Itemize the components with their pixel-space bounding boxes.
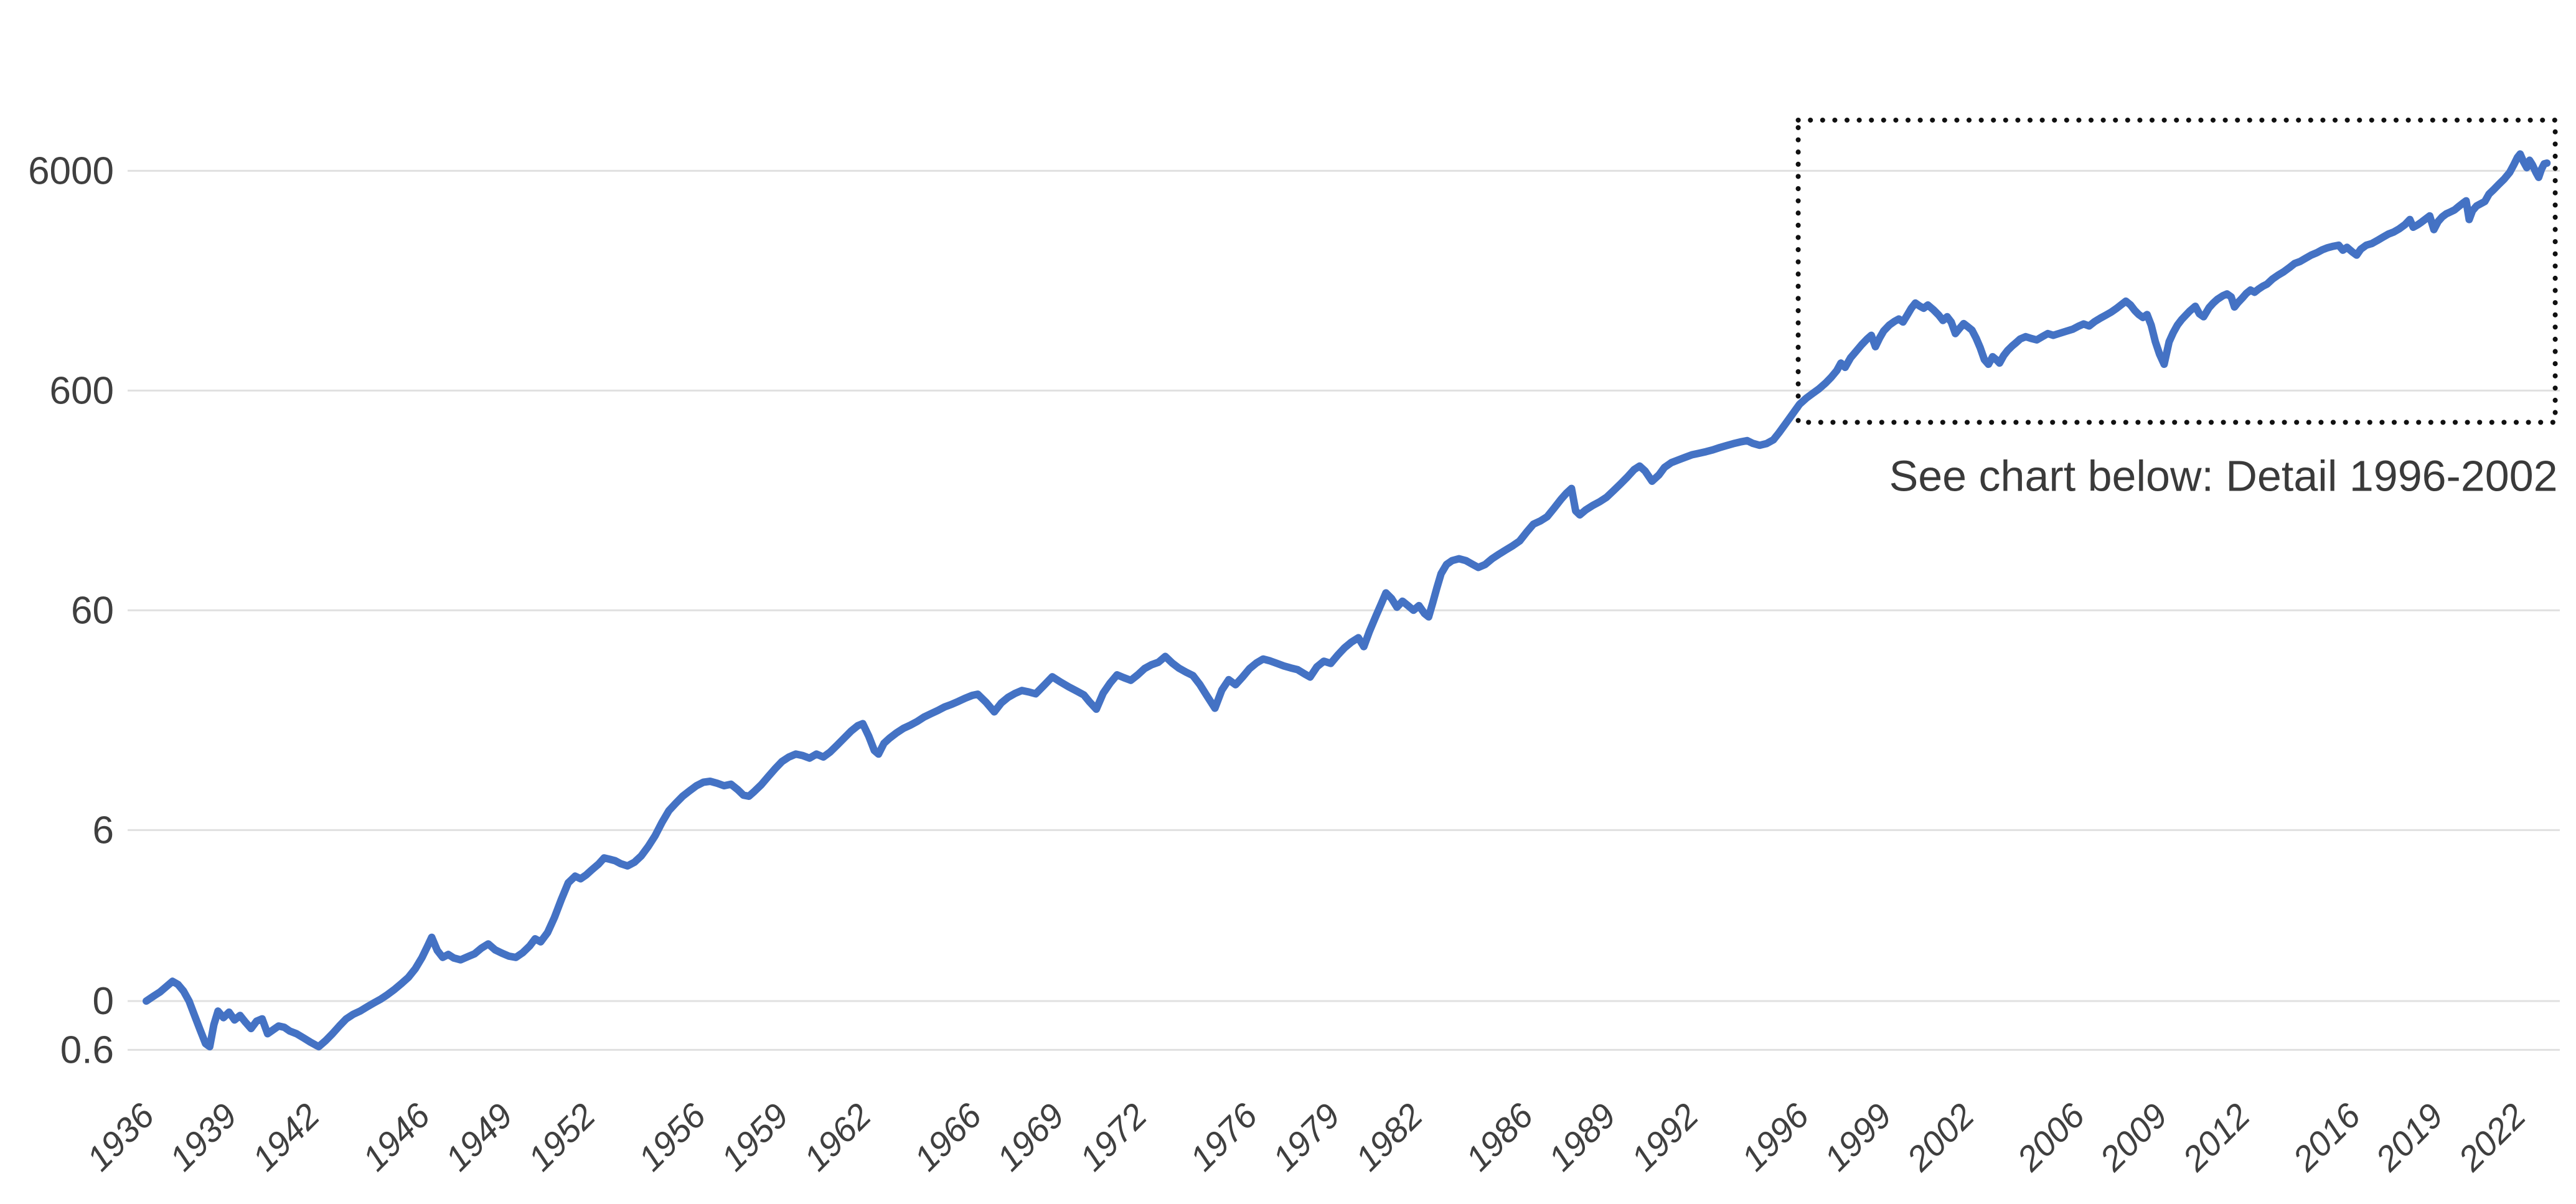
x-axis-tick-label: 2012 (2174, 1096, 2257, 1178)
x-axis-tick-label: 1979 (1265, 1096, 1348, 1178)
x-axis-tick-label: 2022 (2450, 1096, 2533, 1178)
y-axis-tick-label: 6000 (28, 149, 114, 192)
x-axis-tick-label: 1992 (1624, 1096, 1706, 1178)
annotation-label: See chart below: Detail 1996-2002 (1889, 451, 2558, 500)
x-axis-tick-label: 2009 (2092, 1096, 2174, 1178)
y-axis-tick-label: 60 (71, 589, 114, 632)
x-axis-tick-label: 1962 (796, 1096, 879, 1178)
x-axis-tick-label: 2019 (2367, 1096, 2450, 1178)
x-axis-tick-label: 1942 (245, 1096, 327, 1178)
x-axis-tick-label: 1939 (162, 1096, 245, 1178)
x-axis-tick-label: 1999 (1817, 1096, 1899, 1178)
y-axis-tick-label: 0 (93, 980, 114, 1023)
x-axis-tick-label: 2006 (2009, 1095, 2092, 1178)
x-axis-tick-label: 1936 (79, 1095, 162, 1178)
x-axis-tick-label: 1989 (1541, 1096, 1624, 1178)
x-axis-tick-label: 1952 (520, 1096, 603, 1178)
x-axis-tick-label: 1969 (989, 1096, 1072, 1178)
x-axis-tick-label: 1946 (355, 1095, 438, 1178)
y-axis-tick-label: 0.6 (60, 1028, 114, 1071)
x-axis-tick-label: 1956 (631, 1095, 713, 1178)
x-axis-tick-label: 1986 (1458, 1095, 1541, 1178)
x-axis-tick-label: 1972 (1072, 1096, 1155, 1178)
x-axis-tick-label: 2016 (2285, 1095, 2368, 1178)
y-axis-tick-label: 6 (93, 809, 114, 852)
x-axis-tick-label: 1982 (1348, 1096, 1431, 1178)
x-axis-tick-label: 1959 (713, 1096, 796, 1178)
x-axis-tick-label: 1949 (438, 1096, 520, 1178)
x-axis-tick-label: 1976 (1182, 1095, 1265, 1178)
detail-region-box (1795, 117, 2558, 425)
x-axis-tick-label: 2002 (1899, 1096, 1981, 1178)
y-axis-tick-label: 600 (50, 369, 114, 412)
x-axis-tick-label: 1966 (906, 1095, 989, 1178)
x-axis-tick-label: 1996 (1734, 1095, 1817, 1178)
series-line (143, 150, 2551, 1051)
